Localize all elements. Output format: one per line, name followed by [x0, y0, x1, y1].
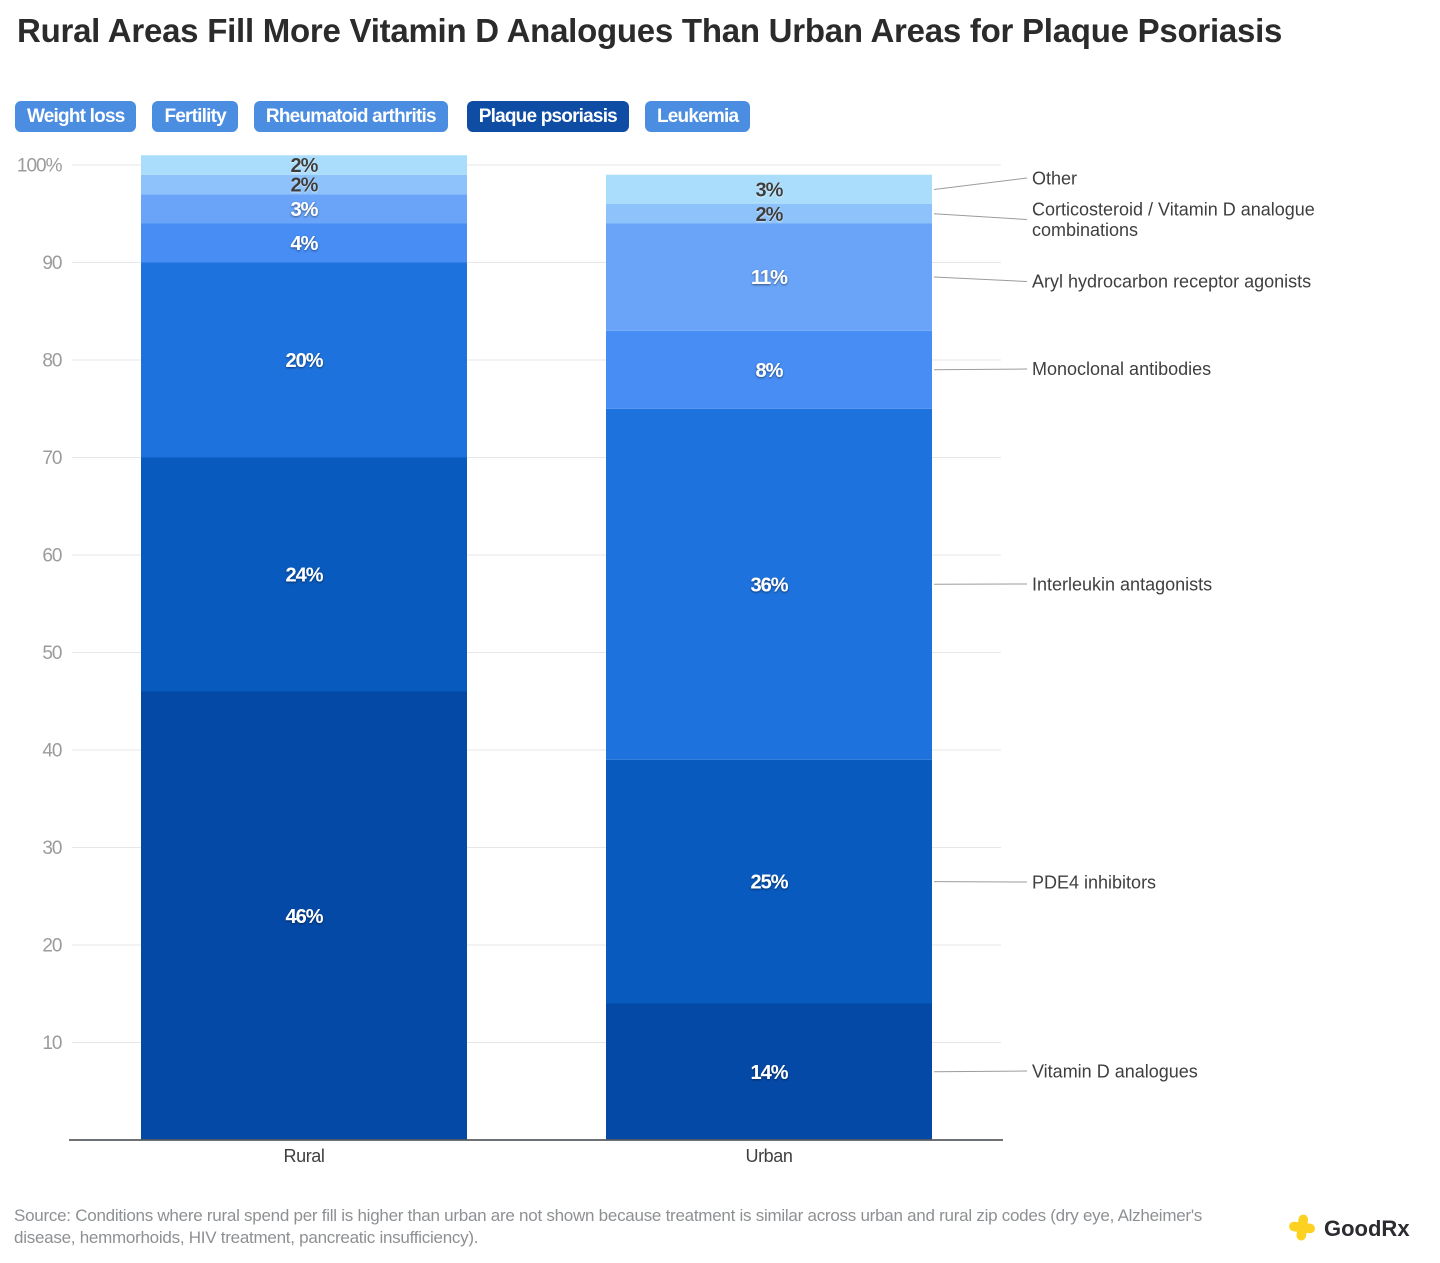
svg-text:Monoclonal antibodies: Monoclonal antibodies: [1032, 359, 1211, 379]
svg-text:11%: 11%: [751, 267, 788, 289]
svg-text:70: 70: [42, 448, 62, 469]
svg-text:8%: 8%: [756, 360, 784, 382]
svg-text:2%: 2%: [756, 204, 784, 226]
svg-text:24%: 24%: [285, 565, 323, 587]
svg-text:combinations: combinations: [1032, 220, 1138, 240]
svg-text:3%: 3%: [756, 180, 784, 202]
svg-text:100%: 100%: [17, 155, 63, 176]
svg-text:2%: 2%: [291, 155, 319, 177]
svg-text:30: 30: [42, 838, 62, 859]
svg-text:60: 60: [42, 546, 62, 567]
svg-text:Other: Other: [1032, 169, 1077, 189]
svg-text:GoodRx: GoodRx: [1324, 1216, 1410, 1241]
svg-text:10: 10: [42, 1033, 62, 1054]
svg-text:Interleukin antagonists: Interleukin antagonists: [1032, 575, 1212, 595]
svg-text:90: 90: [42, 253, 62, 274]
svg-text:4%: 4%: [291, 233, 319, 255]
svg-text:3%: 3%: [291, 199, 319, 221]
svg-text:40: 40: [42, 741, 62, 762]
svg-text:Aryl hydrocarbon receptor agon: Aryl hydrocarbon receptor agonists: [1032, 272, 1311, 292]
svg-text:50: 50: [42, 643, 62, 664]
svg-text:20: 20: [42, 936, 62, 957]
svg-text:25%: 25%: [750, 872, 788, 894]
svg-text:36%: 36%: [750, 574, 788, 596]
svg-text:Urban: Urban: [745, 1146, 792, 1166]
svg-text:Corticosteroid / Vitamin D ana: Corticosteroid / Vitamin D analogue: [1032, 200, 1315, 220]
svg-text:14%: 14%: [750, 1062, 788, 1084]
svg-text:Vitamin D analogues: Vitamin D analogues: [1032, 1062, 1198, 1082]
svg-text:2%: 2%: [291, 175, 319, 197]
svg-text:Rural: Rural: [283, 1146, 324, 1166]
svg-text:20%: 20%: [285, 350, 323, 372]
svg-text:46%: 46%: [285, 906, 323, 928]
svg-text:PDE4 inhibitors: PDE4 inhibitors: [1032, 873, 1156, 893]
svg-text:80: 80: [42, 351, 62, 372]
